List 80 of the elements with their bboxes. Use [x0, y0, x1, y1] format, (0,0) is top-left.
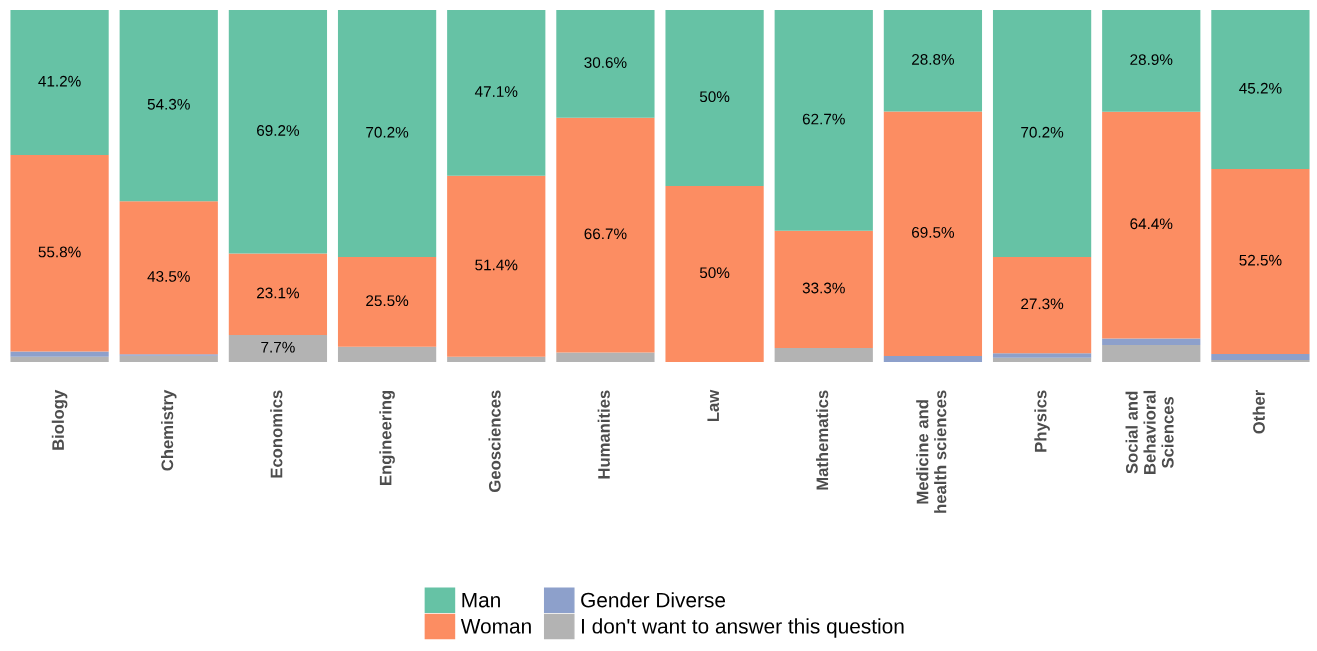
bar	[883, 356, 983, 362]
bar	[228, 334, 328, 362]
data-label: 28.9%	[1130, 54, 1173, 65]
bar	[665, 186, 764, 362]
bar	[447, 10, 546, 176]
x-tick-label: Social and Behavioral Sciences	[1125, 390, 1174, 474]
data-label: 7.7%	[261, 341, 295, 353]
bar	[337, 10, 437, 258]
bar	[774, 10, 873, 231]
data-label: 64.4%	[1130, 218, 1173, 230]
bar	[883, 111, 983, 357]
legend-label: Woman	[460, 619, 531, 634]
data-label: 41.2%	[38, 75, 81, 87]
data-label: 69.2%	[257, 125, 300, 136]
data-label: 43.5%	[147, 270, 190, 282]
bar	[1211, 10, 1310, 170]
x-tick-label: Other	[1252, 390, 1265, 434]
bar	[1102, 111, 1201, 339]
data-label: 47.1%	[474, 86, 518, 97]
bar	[992, 257, 1092, 354]
bar	[10, 155, 109, 352]
bar	[228, 10, 328, 254]
x-tick-label: Geosciences	[488, 390, 501, 492]
data-label: 62.7%	[802, 113, 845, 125]
bar	[447, 356, 546, 362]
bar	[774, 230, 873, 348]
bar	[665, 10, 764, 186]
x-tick-label: Law	[707, 389, 720, 422]
x-tick-label: Mathematics	[815, 390, 829, 490]
legend-label: Man	[462, 592, 500, 608]
bar	[992, 357, 1092, 362]
data-label: 70.2%	[1021, 126, 1064, 138]
bar	[556, 352, 655, 362]
data-label: 70.2%	[366, 126, 409, 138]
x-tick-label: Physics	[1034, 390, 1050, 452]
data-label: 51.4%	[475, 259, 518, 271]
x-tick-label: Chemistry	[160, 389, 177, 471]
bar	[1102, 338, 1201, 346]
data-label: 69.5%	[912, 226, 955, 238]
bar	[119, 10, 218, 202]
bar	[1102, 10, 1201, 112]
bar	[556, 10, 655, 118]
bar	[992, 353, 1092, 358]
x-tick-label: Engineering	[379, 390, 395, 485]
data-label: 54.3%	[147, 98, 190, 110]
bar	[1102, 345, 1201, 362]
data-label: 50%	[699, 267, 730, 279]
bar	[774, 347, 873, 362]
data-label: 50%	[699, 91, 730, 103]
bar	[10, 351, 109, 357]
data-label: 33.3%	[802, 282, 845, 294]
bar	[10, 10, 109, 156]
data-label: 30.6%	[584, 57, 627, 68]
data-label: 52.5%	[1239, 254, 1282, 266]
data-label: 25.5%	[366, 295, 409, 307]
data-label: 55.8%	[38, 246, 81, 258]
data-label: 45.2%	[1239, 82, 1282, 94]
bar	[556, 117, 655, 353]
bar	[992, 10, 1092, 258]
bar	[1211, 359, 1310, 362]
x-tick-label: Humanities	[597, 390, 610, 479]
bar	[1211, 353, 1310, 360]
bar	[337, 257, 437, 347]
bar	[228, 253, 328, 335]
bar	[1211, 169, 1310, 354]
data-label: 28.8%	[912, 53, 955, 65]
data-label: 66.7%	[584, 228, 627, 240]
bar	[119, 201, 218, 355]
data-label: 23.1%	[257, 287, 300, 299]
x-tick-label: Biology	[51, 389, 68, 450]
legend-label: I don't want to answer this question	[582, 618, 904, 638]
bar	[447, 175, 546, 357]
x-tick-label: Medicine and health sciences	[916, 390, 947, 513]
bar	[10, 356, 109, 362]
x-tick-label: Economics	[270, 390, 283, 478]
bar	[119, 355, 218, 362]
bar	[883, 10, 983, 112]
legend-label: Gender Diverse	[581, 592, 726, 608]
data-label: 27.3%	[1021, 298, 1064, 310]
bar	[337, 346, 437, 362]
